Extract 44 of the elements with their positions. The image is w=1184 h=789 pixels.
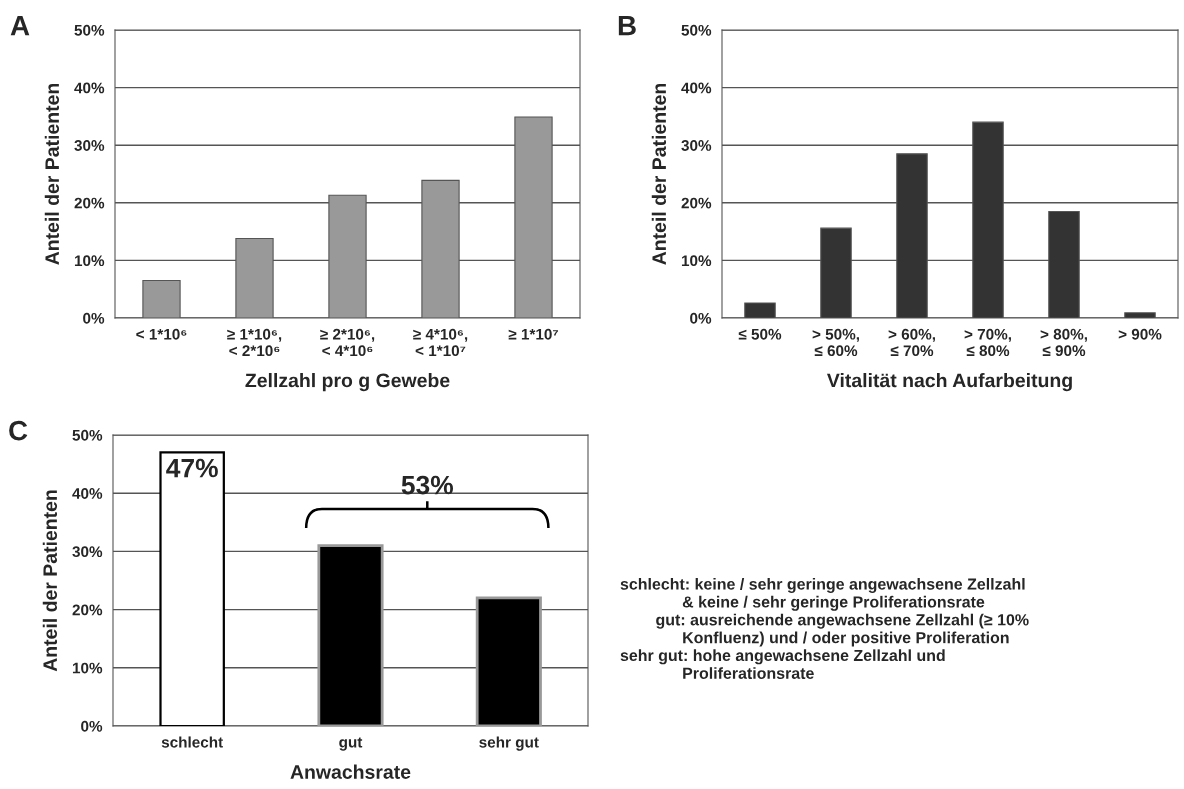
- x-tick-label: > 80%, ≤ 90%: [1040, 328, 1087, 357]
- y-axis-title: Anteil der Patienten: [651, 83, 667, 265]
- y-tick-label: 30%: [74, 140, 105, 151]
- y-tick-label: 50%: [74, 24, 105, 36]
- x-tick-label: gut: [339, 737, 363, 751]
- x-axis-title: Vitalität nach Aufarbeitung: [826, 373, 1072, 392]
- x-tick-label: ≥ 1*10⁶, < 2*10⁶: [227, 328, 282, 357]
- y-tick-label: 10%: [72, 662, 103, 674]
- x-tick-label: ≥ 4*10⁶, < 1*10⁷: [413, 328, 468, 357]
- chart-title: C: [9, 420, 28, 441]
- x-tick-label: ≥ 1*10⁷: [508, 328, 559, 340]
- y-tick-label: 40%: [74, 82, 105, 94]
- x-tick-label: ≤ 50%: [738, 328, 782, 340]
- x-tick-label: sehr gut: [479, 736, 539, 751]
- x-tick-label: schlecht: [161, 736, 223, 748]
- x-tick-label: > 50%, ≤ 60%: [812, 328, 859, 357]
- y-tick-label: 40%: [72, 488, 103, 499]
- text: schlecht: keine / sehr geringe angewachsene Zellzahl & keine / sehr geringe Proliferationsrate gut: ausreichende angewachsene Zellzahl (≥ 10% Konfluenz) und / oder positive Proliferation sehr gut: hohe angewachsene Zellzahl und Proliferationsrate: [620, 578, 1029, 679]
- x-tick-label: > 90%: [1118, 328, 1162, 340]
- y-tick-label: 20%: [74, 197, 105, 209]
- y-tick-label: 20%: [72, 604, 103, 616]
- y-tick-label: 0%: [81, 720, 103, 732]
- x-tick-label: ≥ 2*10⁶, < 4*10⁶: [320, 328, 375, 357]
- y-axis-title: Anteil der Patienten: [44, 83, 60, 265]
- y-tick-label: 20%: [681, 197, 712, 209]
- y-tick-label: 30%: [681, 140, 712, 151]
- annotation: 53%: [401, 475, 454, 495]
- x-tick-label: > 60%, ≤ 70%: [888, 328, 935, 357]
- y-tick-label: 30%: [72, 546, 103, 558]
- x-axis-title: Zellzahl pro g Gewebe: [245, 373, 450, 392]
- chart-title: A: [10, 16, 30, 36]
- y-tick-label: 0%: [83, 312, 105, 324]
- y-tick-label: 50%: [681, 24, 712, 36]
- x-tick-label: > 70%, ≤ 80%: [964, 328, 1011, 357]
- x-tick-label: < 1*10⁶: [136, 328, 187, 340]
- y-tick-label: 0%: [690, 312, 712, 324]
- x-axis-title: Anwachsrate: [290, 764, 411, 779]
- data-label: 47%: [166, 458, 218, 478]
- y-tick-label: 50%: [72, 429, 103, 441]
- y-tick-label: 40%: [681, 82, 712, 94]
- chart-title: B: [618, 16, 636, 36]
- y-tick-label: 10%: [74, 255, 105, 267]
- y-axis-title: Anteil der Patienten: [42, 490, 58, 672]
- y-tick-label: 10%: [681, 255, 712, 267]
